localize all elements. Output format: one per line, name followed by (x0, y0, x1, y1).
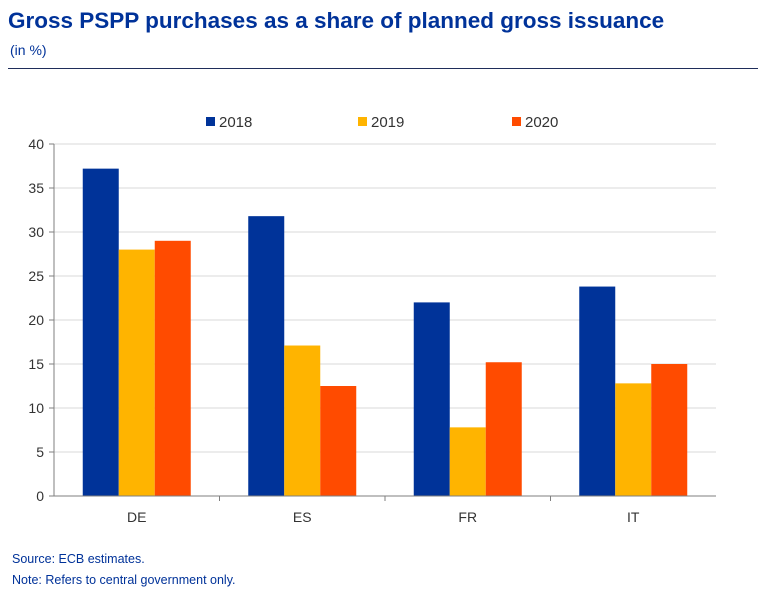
y-tick-label: 30 (28, 224, 44, 240)
source-note: Source: ECB estimates. (12, 552, 145, 566)
x-tick-label: ES (293, 509, 312, 525)
y-tick-label: 25 (28, 268, 44, 284)
y-tick-label: 0 (36, 488, 44, 504)
chart-subtitle: (in %) (10, 42, 47, 58)
bar-es-2020 (320, 386, 357, 496)
y-tick-label: 5 (36, 444, 44, 460)
bar-fr-2019 (449, 427, 486, 496)
y-tick-label: 10 (28, 400, 44, 416)
legend-label-2019: 2019 (371, 114, 404, 131)
x-tick-label: IT (627, 509, 640, 525)
legend: 2018 2019 2020 (206, 114, 558, 131)
x-axis-ticks: DE ES FR IT (127, 496, 640, 525)
y-tick-label: 35 (28, 180, 44, 196)
bar-es-2018 (248, 216, 285, 496)
y-axis-ticks: 0 5 10 15 20 25 30 35 40 (28, 136, 54, 504)
bar-fr-2020 (485, 362, 522, 496)
y-tick-label: 15 (28, 356, 44, 372)
bar-es-2019 (284, 345, 321, 496)
x-tick-label: FR (458, 509, 477, 525)
title-divider (8, 68, 758, 69)
legend-swatch-2019 (358, 117, 367, 126)
bars (82, 168, 688, 496)
bar-de-2019 (118, 249, 155, 496)
y-tick-label: 20 (28, 312, 44, 328)
bar-it-2018 (579, 286, 616, 496)
bar-it-2020 (651, 364, 688, 496)
footnote: Note: Refers to central government only. (12, 573, 236, 587)
legend-label-2018: 2018 (219, 114, 252, 131)
bar-fr-2018 (413, 302, 450, 496)
x-tick-label: DE (127, 509, 146, 525)
legend-label-2020: 2020 (525, 114, 558, 131)
legend-swatch-2020 (512, 117, 521, 126)
bar-de-2020 (154, 240, 191, 496)
bar-it-2019 (615, 383, 652, 496)
chart-title: Gross PSPP purchases as a share of plann… (8, 8, 665, 33)
y-tick-label: 40 (28, 136, 44, 152)
legend-swatch-2018 (206, 117, 215, 126)
bar-de-2018 (82, 168, 119, 496)
